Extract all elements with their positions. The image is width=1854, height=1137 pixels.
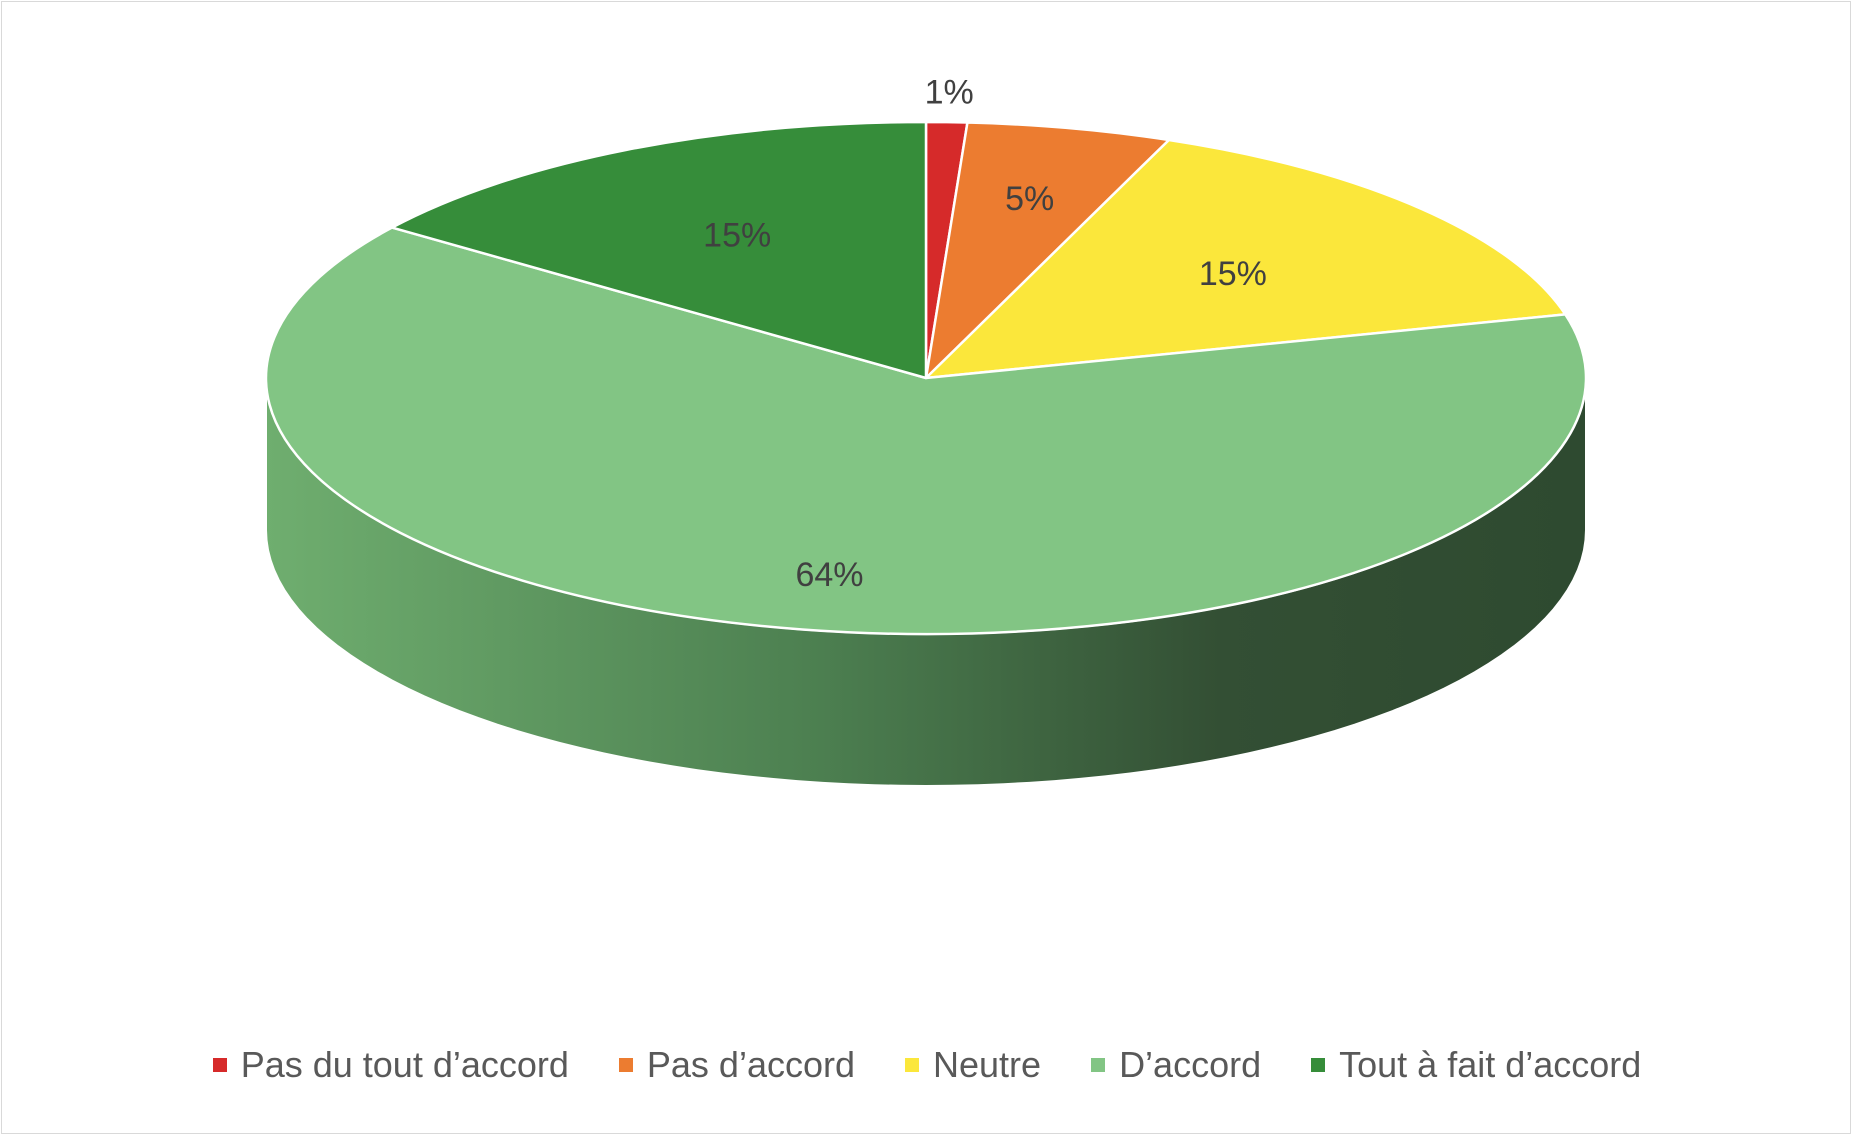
legend-swatch bbox=[905, 1058, 919, 1072]
pie-slice-neutre bbox=[924, 138, 1567, 380]
data-label-neutre: 15% bbox=[1199, 255, 1267, 293]
legend: Pas du tout d’accord Pas d’accord Neutre… bbox=[0, 1044, 1854, 1086]
legend-label: D’accord bbox=[1119, 1044, 1262, 1085]
legend-label: Pas d’accord bbox=[646, 1044, 855, 1085]
pie-slice-d-accord bbox=[264, 226, 1588, 636]
legend-swatch bbox=[212, 1058, 227, 1072]
data-label-tout-a-fait-d-accord: 15% bbox=[703, 216, 771, 254]
legend-item-d-accord: D’accord bbox=[1091, 1044, 1261, 1086]
pie-slice-pas-d-accord bbox=[924, 121, 1171, 380]
legend-item-pas-d-accord: Pas d’accord bbox=[618, 1044, 855, 1086]
pie-slice-tout-a-fait-d-accord bbox=[390, 120, 928, 380]
legend-swatch bbox=[1311, 1058, 1326, 1072]
legend-item-neutre: Neutre bbox=[905, 1044, 1041, 1086]
legend-item-tout-a-fait-d-accord: Tout à fait d’accord bbox=[1311, 1044, 1641, 1086]
legend-label: Pas du tout d’accord bbox=[240, 1044, 569, 1085]
legend-swatch bbox=[1091, 1058, 1106, 1072]
legend-label: Neutre bbox=[933, 1044, 1042, 1085]
data-label-pas-d-accord: 5% bbox=[1005, 180, 1054, 218]
legend-swatch bbox=[618, 1058, 633, 1072]
data-label-pas-du-tout-d-accord: 1% bbox=[925, 73, 974, 111]
legend-item-pas-du-tout-d-accord: Pas du tout d’accord bbox=[212, 1044, 569, 1086]
data-label-d-accord: 64% bbox=[795, 556, 863, 594]
legend-label: Tout à fait d’accord bbox=[1339, 1044, 1642, 1085]
